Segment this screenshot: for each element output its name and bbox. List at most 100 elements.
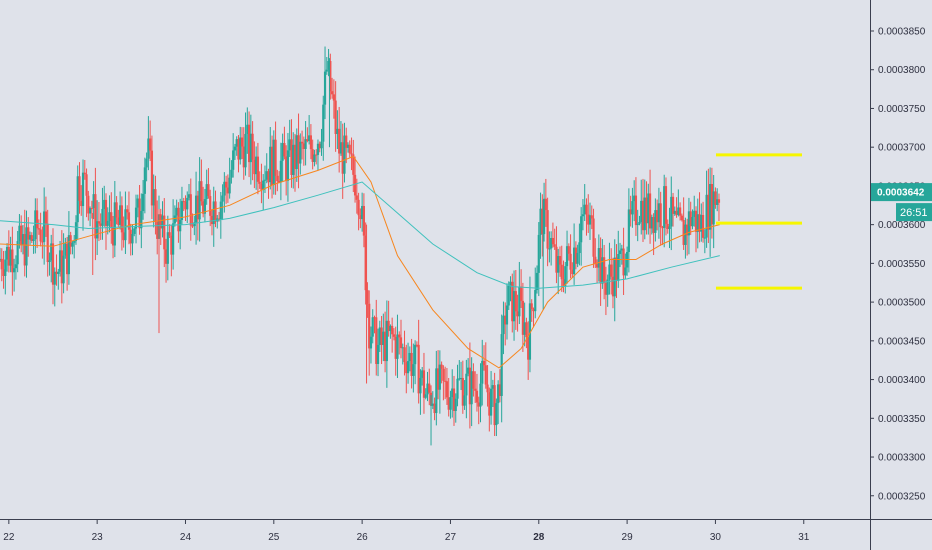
candle-body xyxy=(353,174,357,196)
candle-body xyxy=(221,195,224,202)
candle-body xyxy=(278,180,281,183)
candle-body xyxy=(5,247,9,260)
candle-body xyxy=(624,267,627,276)
candle-body xyxy=(638,222,641,224)
candle-body xyxy=(378,327,381,345)
candle-body xyxy=(569,253,572,270)
candle-body xyxy=(239,137,242,160)
candle-body xyxy=(534,290,537,312)
time-axis-tick-label: 26 xyxy=(357,532,369,543)
candle-body xyxy=(339,142,343,154)
candle-body xyxy=(308,135,311,142)
candle-body xyxy=(590,215,593,219)
candle-body xyxy=(175,207,178,216)
candle-body xyxy=(90,208,93,210)
candle-body xyxy=(392,334,396,337)
candle-body xyxy=(196,195,199,220)
candle-body xyxy=(368,303,371,349)
candle-body xyxy=(657,203,661,223)
candle-body xyxy=(76,176,79,223)
candle-body xyxy=(152,189,155,206)
candle-body xyxy=(576,252,579,264)
candle-body xyxy=(352,154,355,175)
candle-body xyxy=(419,377,422,394)
candle-body xyxy=(698,214,701,232)
candle-body xyxy=(436,368,440,390)
candle-body xyxy=(184,201,187,210)
candle-body xyxy=(505,305,509,325)
candle-body xyxy=(217,218,221,220)
candle-body xyxy=(2,269,5,276)
candle-body xyxy=(592,218,595,257)
candle-body xyxy=(9,249,12,266)
candle-body xyxy=(412,364,415,376)
candle-body xyxy=(428,383,431,393)
candle-body xyxy=(274,139,277,176)
candle-body xyxy=(468,367,471,405)
candle-body xyxy=(629,209,632,215)
candle-body xyxy=(631,201,634,215)
candle-body xyxy=(53,271,56,285)
candle-body xyxy=(682,220,685,245)
candle-body xyxy=(164,249,168,264)
candle-body xyxy=(611,276,615,297)
candle-body xyxy=(270,146,274,186)
candle-body xyxy=(498,384,502,396)
candle-body xyxy=(28,235,32,240)
candle-body xyxy=(604,282,608,295)
candle-body xyxy=(25,227,28,266)
candle-body xyxy=(530,303,533,310)
candle-body xyxy=(479,383,482,407)
candle-body xyxy=(168,232,171,236)
candle-body xyxy=(456,378,459,399)
candle-body xyxy=(518,286,521,317)
candle-body xyxy=(541,208,544,235)
candle-body xyxy=(154,189,157,222)
candle-body xyxy=(66,243,69,275)
candle-body xyxy=(560,264,563,280)
candle-body xyxy=(421,370,424,378)
candle-body xyxy=(13,268,16,273)
moving-average-teal-line xyxy=(0,181,720,289)
candle-body xyxy=(458,378,461,380)
candle-body xyxy=(166,232,169,264)
candle-body xyxy=(267,171,270,183)
candle-body xyxy=(127,212,131,230)
candle-body xyxy=(564,266,567,287)
candle-body xyxy=(159,214,162,229)
candle-body xyxy=(659,203,662,228)
candle-body xyxy=(87,195,90,214)
candle-body xyxy=(565,246,569,267)
candle-body xyxy=(477,402,480,407)
candle-body xyxy=(495,403,498,426)
candle-body xyxy=(288,139,291,151)
candle-body xyxy=(145,158,148,168)
candle-body xyxy=(276,175,279,181)
candle-body xyxy=(348,144,351,154)
candle-body xyxy=(235,139,238,147)
horizontal-levels-layer[interactable] xyxy=(716,153,802,290)
candle-body xyxy=(717,199,721,203)
candle-body xyxy=(110,212,113,227)
candle-body xyxy=(131,233,134,244)
candle-body xyxy=(546,210,549,249)
candle-body xyxy=(449,397,452,410)
candle-body xyxy=(387,320,390,332)
candle-body xyxy=(81,172,85,207)
candle-body xyxy=(20,225,23,246)
candle-body xyxy=(693,210,696,217)
candle-body xyxy=(48,260,51,263)
candle-body xyxy=(170,235,173,255)
candle-body xyxy=(474,388,477,391)
last-price-label: 0.0003642 26:51 xyxy=(871,183,932,222)
candle-body xyxy=(117,217,120,225)
candle-body xyxy=(44,211,48,224)
time-axis[interactable]: 22 23 24 25 26 27 28 29 30 31 xyxy=(3,519,810,543)
candle-body xyxy=(588,215,592,225)
candle-body xyxy=(263,179,267,181)
countdown-box xyxy=(896,203,932,222)
candle-body xyxy=(23,234,26,266)
candle-body xyxy=(207,184,210,197)
candle-body xyxy=(316,143,320,155)
